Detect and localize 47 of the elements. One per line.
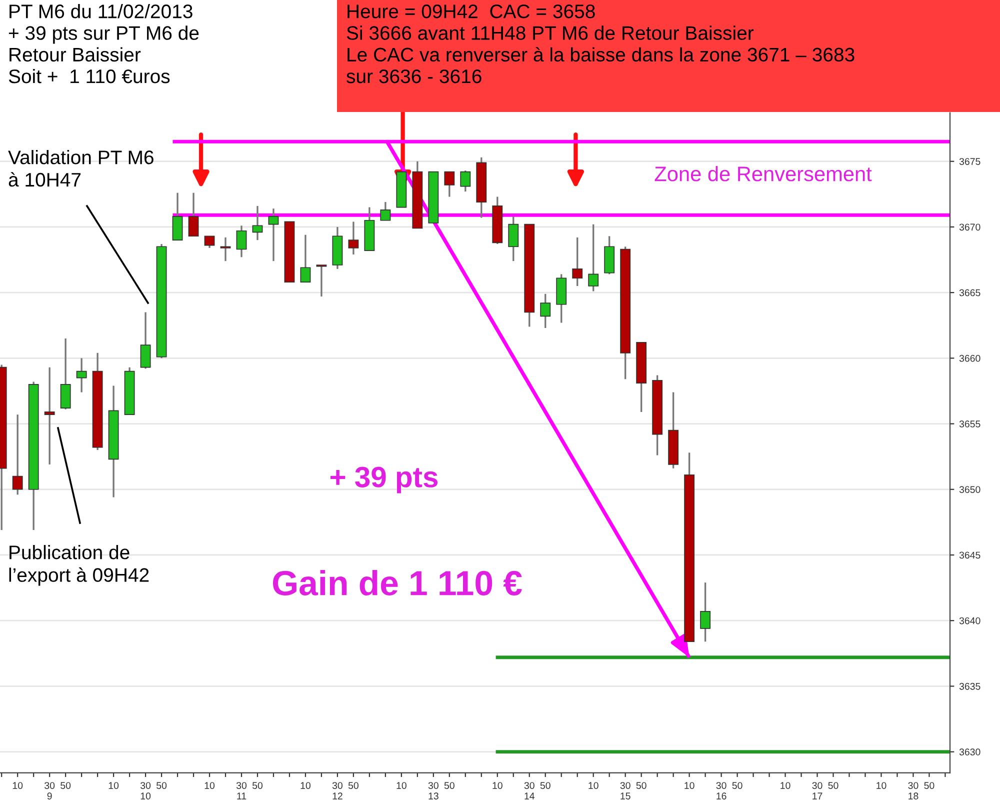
annotation: + 39 pts	[330, 466, 438, 494]
x-tick-label: 50	[60, 782, 71, 789]
x-tick-label: 10	[684, 782, 694, 789]
annotation: Publication de l’export à 09H42	[9, 545, 149, 586]
y-tick-label: 3675	[959, 158, 980, 165]
x-tick-label: 10	[108, 782, 119, 789]
x-tick-label: 30 16	[716, 782, 726, 800]
x-tick-label: 50	[156, 782, 167, 789]
x-tick-label: 30 13	[428, 782, 438, 800]
x-tick-label: 10	[300, 782, 310, 789]
x-tick-label: 30 11	[236, 782, 247, 800]
y-tick-label: 3630	[959, 748, 980, 756]
x-tick-label: 50	[828, 782, 838, 789]
y-tick-label: 3635	[959, 682, 980, 690]
x-tick-label: 30 9	[44, 782, 55, 800]
y-tick-label: 3650	[959, 486, 980, 493]
x-tick-label: 10	[876, 782, 886, 789]
x-tick-label: 30 17	[812, 782, 822, 800]
annotation: Gain de 1 110 €	[272, 570, 522, 596]
x-tick-label: 50	[636, 782, 646, 789]
x-tick-label: 50	[732, 782, 742, 789]
x-tick-label: 10	[204, 782, 215, 789]
x-tick-label: 10	[492, 782, 502, 789]
x-tick-label: 10	[588, 782, 598, 789]
y-tick-label: 3640	[959, 617, 980, 624]
x-tick-label: 50	[252, 782, 263, 789]
x-tick-label: 30 12	[332, 782, 342, 800]
annotation: Validation PT M6 à 10H47	[8, 150, 154, 187]
x-tick-label: 50	[444, 782, 454, 789]
x-tick-label: 30 15	[620, 782, 630, 800]
x-tick-label: 30 10	[140, 782, 151, 800]
y-tick-label: 3645	[959, 552, 980, 559]
y-tick-label: 3660	[959, 354, 980, 362]
y-tick-label: 3670	[959, 224, 980, 231]
chart-title: PT M6 du 11/02/2013 + 39 pts sur PT M6 de Retour Baissier Soit + 1 110 €uros	[8, 4, 199, 84]
chart-subtitle: Heure = 09H42 CAC = 3658 Si 3666 avant 11H48 PT M6 de Retour Baissier Le CAC va renverser à la baisse dans la zone 3671 – 3683 sur 3636 - 3616	[346, 4, 854, 84]
x-tick-label: 50	[924, 782, 934, 789]
x-tick-label: 50	[540, 782, 550, 789]
x-tick-label: 30 18	[908, 782, 918, 800]
x-tick-label: 30 14	[524, 782, 534, 800]
annotation: Zone de Renversement	[654, 166, 872, 182]
x-tick-label: 10	[396, 782, 406, 789]
x-tick-label: 10	[780, 782, 790, 789]
x-tick-label: 10	[12, 782, 23, 789]
y-tick-label: 3665	[959, 289, 980, 296]
x-tick-label: 50	[348, 782, 358, 789]
y-tick-label: 3655	[959, 420, 980, 428]
